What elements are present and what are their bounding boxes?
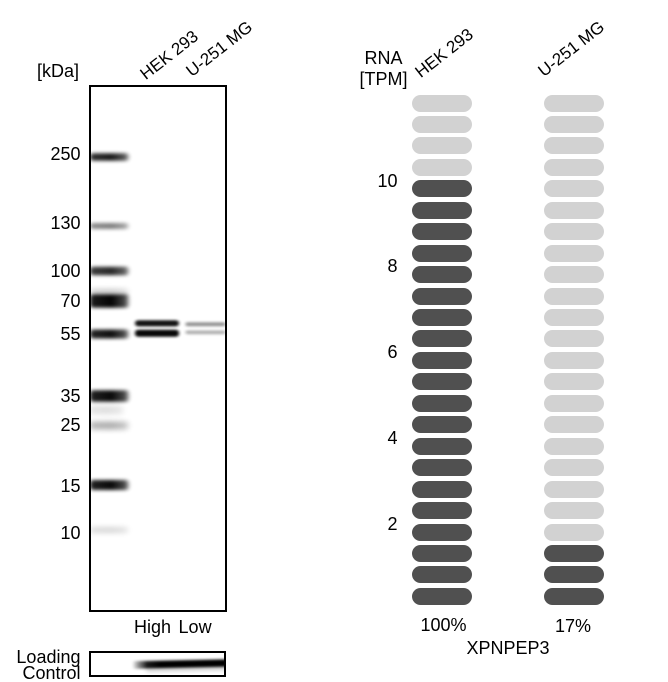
wb-marker-label-70: 70: [60, 291, 81, 311]
rna-segment: [412, 437, 472, 455]
wb-band: [91, 527, 129, 533]
rna-tick-2: 2: [387, 513, 398, 534]
rna-segment: [543, 223, 604, 241]
rna-segment: [543, 266, 604, 284]
wb-band: [91, 480, 129, 490]
rna-segment: [412, 201, 472, 219]
rna-segment: [543, 523, 604, 541]
wb-marker-label-130: 130: [50, 213, 81, 233]
rna-percent-u251: 17%: [554, 615, 592, 636]
rna-segment: [412, 287, 472, 305]
rna-segment: [543, 201, 604, 219]
rna-segment: [412, 416, 472, 434]
wb-expression-note: High Low: [134, 617, 212, 638]
rna-segment: [412, 544, 472, 562]
rna-segment: [543, 180, 604, 198]
rna-segment: [543, 587, 604, 605]
wb-band: [91, 223, 129, 229]
wb-marker-label-25: 25: [60, 415, 81, 435]
gene-name-label: XPNPEP3: [466, 637, 550, 658]
rna-segment: [412, 502, 472, 520]
wb-marker-label-35: 35: [60, 385, 81, 406]
wb-band: [91, 329, 129, 339]
kda-unit-label: [kDa]: [37, 60, 80, 81]
rna-segment: [412, 394, 472, 412]
rna-segment: [543, 394, 604, 412]
rna-segment: [412, 223, 472, 241]
wb-band: [91, 294, 129, 308]
loading-control-panel: [88, 650, 226, 677]
rna-column-label-u251: U-251 MG: [534, 17, 609, 81]
rna-percent-hek293: 100%: [420, 615, 467, 636]
wb-band: [91, 421, 129, 430]
rna-segment: [412, 309, 472, 326]
loading-control-label: Loading Control: [0, 647, 81, 682]
wb-band: [91, 153, 129, 161]
rna-segment: [543, 437, 604, 455]
rna-segment: [412, 266, 472, 284]
rna-segment: [412, 480, 472, 498]
rna-segment: [412, 587, 472, 605]
wb-band: [135, 329, 179, 337]
rna-segment: [543, 351, 604, 369]
wb-band: [185, 330, 225, 335]
rna-segment: [412, 373, 472, 391]
wb-marker-label-100: 100: [50, 261, 81, 281]
wb-band: [185, 322, 225, 327]
rna-segment: [412, 115, 472, 133]
wb-marker-label-10: 10: [60, 522, 81, 543]
rna-axis-title-line2: [TPM]: [359, 68, 408, 89]
rna-segment: [412, 566, 472, 584]
loading-control-label-line2: Control: [22, 662, 81, 682]
rna-axis-title: RNA [TPM]: [353, 48, 414, 89]
rna-segment: [412, 137, 472, 155]
wb-band: [135, 320, 179, 327]
rna-segment: [543, 158, 604, 176]
wb-band: [91, 266, 129, 276]
rna-segment: [412, 158, 472, 176]
wb-expression-high: High: [134, 616, 172, 637]
wb-band: [91, 405, 124, 415]
rna-segment: [412, 330, 472, 348]
rna-segment: [543, 480, 604, 498]
loading-control-label-line1: Loading: [16, 647, 81, 667]
wb-blot-bands: [91, 153, 225, 533]
wb-lane-label-u251: U-251 MG: [182, 17, 256, 81]
wb-band: [91, 289, 129, 295]
rna-segment: [543, 244, 604, 262]
rna-segment: [543, 115, 604, 133]
wb-marker-label-55: 55: [60, 324, 81, 344]
rna-segment: [543, 459, 604, 477]
rna-segment: [543, 309, 604, 326]
rna-segment: [543, 287, 604, 305]
rna-segment: [412, 351, 472, 369]
rna-segment: [543, 544, 604, 562]
rna-axis-title-line1: RNA: [364, 48, 403, 69]
rna-tick-4: 4: [387, 428, 398, 448]
wb-blot-panel: [89, 85, 227, 612]
rna-segment: [543, 416, 604, 434]
rna-segment: [412, 459, 472, 477]
rna-segment: [543, 330, 604, 348]
rna-segment: [543, 502, 604, 520]
rna-tick-10: 10: [377, 170, 398, 191]
rna-segment: [543, 137, 604, 155]
wb-band: [91, 390, 129, 402]
rna-segment: [412, 244, 472, 262]
rna-segment: [412, 523, 472, 541]
rna-segment: [412, 180, 472, 198]
rna-segment: [543, 566, 604, 584]
rna-tick-6: 6: [387, 342, 398, 363]
rna-tick-8: 8: [387, 256, 398, 277]
rna-segment: [543, 94, 604, 112]
rna-segment: [543, 373, 604, 391]
wb-marker-label-250: 250: [50, 144, 81, 165]
rna-segment: [412, 94, 472, 112]
rna-column-label-hek293: HEK 293: [411, 24, 477, 82]
wb-marker-label-15: 15: [60, 475, 81, 496]
loading-control-band: [131, 658, 224, 672]
wb-expression-low: Low: [178, 616, 212, 637]
